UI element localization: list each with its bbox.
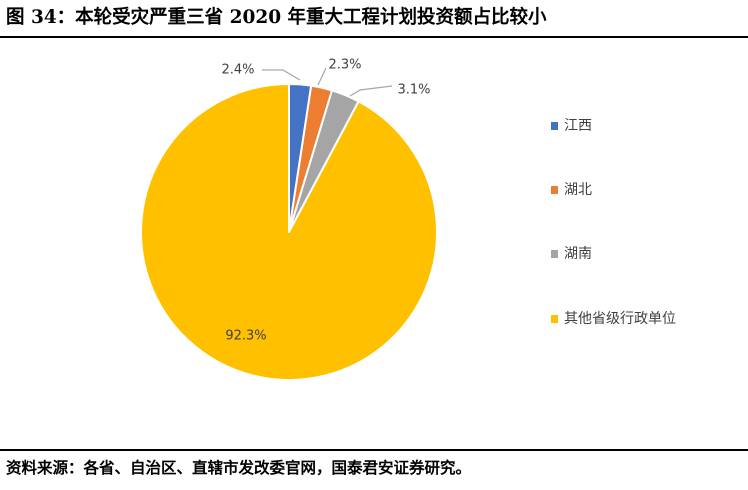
legend-swatch-other bbox=[551, 315, 558, 323]
slice-label-other: 92.3% bbox=[225, 329, 266, 344]
slice-label-hubei: 2.3% bbox=[328, 58, 361, 73]
source-note: 资料来源：各省、自治区、直辖市发改委官网，国泰君安证券研究。 bbox=[6, 458, 472, 477]
slice-labels: 2.4% 2.3% 3.1% 92.3% bbox=[221, 58, 430, 344]
legend-item-jiangxi: 江西 bbox=[551, 118, 592, 134]
legend-item-hunan: 湖南 bbox=[551, 246, 592, 262]
legend-swatch-hubei bbox=[551, 186, 558, 194]
figure-title: 图 34：本轮受灾严重三省 2020 年重大工程计划投资额占比较小 bbox=[6, 7, 547, 28]
legend-swatch-hunan bbox=[551, 250, 558, 258]
legend-item-other: 其他省级行政单位 bbox=[551, 311, 676, 327]
pie-slices bbox=[139, 83, 438, 381]
leader-line-hunan bbox=[349, 85, 393, 97]
leader-lines bbox=[262, 67, 393, 97]
legend-label-hubei: 湖北 bbox=[564, 182, 592, 198]
leader-line-jiangxi bbox=[262, 69, 301, 81]
title-divider bbox=[0, 36, 748, 38]
legend-swatch-jiangxi bbox=[551, 122, 558, 130]
leader-line-hubei bbox=[317, 67, 327, 86]
legend-label-jiangxi: 江西 bbox=[564, 118, 592, 134]
source-divider bbox=[0, 449, 748, 451]
legend-item-hubei: 湖北 bbox=[551, 182, 592, 198]
legend-label-hunan: 湖南 bbox=[564, 246, 592, 262]
pie-slice-other bbox=[139, 83, 438, 381]
slice-label-jiangxi: 2.4% bbox=[221, 63, 254, 78]
legend-label-other: 其他省级行政单位 bbox=[564, 311, 676, 327]
slice-label-hunan: 3.1% bbox=[397, 83, 430, 98]
